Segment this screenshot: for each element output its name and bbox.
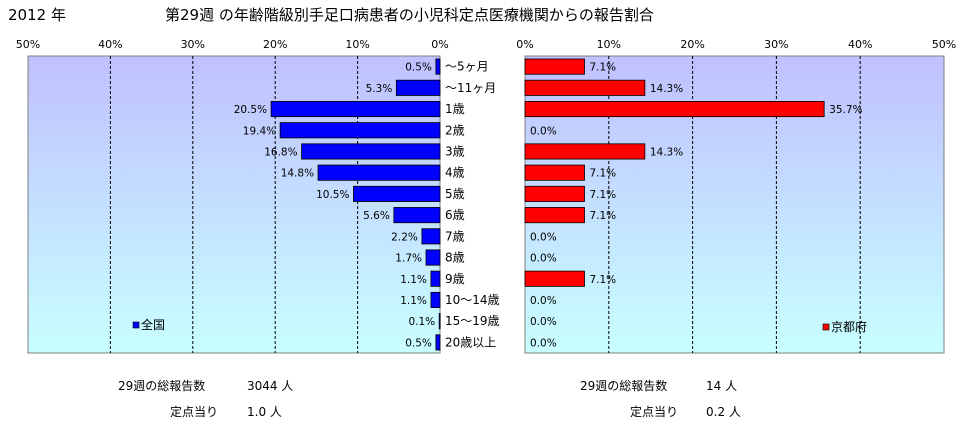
- kyoto-value-label: 0.0%: [530, 295, 557, 307]
- left-tick-label: 20%: [263, 38, 287, 51]
- left-tick-label: 30%: [181, 38, 205, 51]
- right-tick-label: 50%: [932, 38, 956, 51]
- kyoto-value-label: 7.1%: [589, 62, 616, 74]
- kyoto-bar: [524, 207, 585, 224]
- category-label: ～5ヶ月: [445, 60, 489, 74]
- national-bar: [435, 58, 441, 75]
- national-bar: [425, 249, 441, 266]
- category-label: 5歳: [445, 187, 465, 201]
- national-value-label: 19.4%: [243, 125, 276, 137]
- national-bar: [393, 207, 441, 224]
- kyoto-value-label: 7.1%: [589, 189, 616, 201]
- right-tick-label: 0%: [516, 38, 533, 51]
- category-label: 20歳以上: [445, 335, 496, 349]
- national-value-label: 16.8%: [264, 146, 297, 158]
- kyoto-value-label: 0.0%: [530, 337, 557, 349]
- national-bar: [279, 122, 441, 139]
- national-value-label: 14.8%: [281, 168, 314, 180]
- left-tick-label: 10%: [345, 38, 369, 51]
- right-tick-label: 20%: [680, 38, 704, 51]
- kyoto-value-label: 0.0%: [530, 316, 557, 328]
- national-total-label: 29週の総報告数: [118, 379, 206, 393]
- kyoto-per-label: 定点当り: [630, 405, 679, 419]
- national-value-label: 1.1%: [400, 295, 427, 307]
- national-bar: [317, 164, 441, 181]
- national-total-value: 3044 人: [247, 379, 294, 393]
- kyoto-total-value: 14 人: [706, 379, 738, 393]
- kyoto-value-label: 0.0%: [530, 253, 557, 265]
- national-value-label: 0.1%: [408, 316, 435, 328]
- kyoto-per-value: 0.2 人: [706, 405, 741, 419]
- kyoto-legend-label: 京都府: [831, 319, 867, 334]
- kyoto-bar: [524, 143, 646, 160]
- national-value-label: 10.5%: [316, 189, 349, 201]
- national-value-label: 1.1%: [400, 274, 427, 286]
- national-bar: [421, 228, 441, 245]
- national-value-label: 2.2%: [391, 231, 418, 243]
- kyoto-value-label: 35.7%: [829, 104, 862, 116]
- national-bar: [395, 79, 441, 96]
- year-label: 2012 年: [8, 6, 66, 24]
- category-label: 4歳: [445, 166, 465, 180]
- right-plot-area: [524, 55, 945, 354]
- kyoto-value-label: 0.0%: [530, 231, 557, 243]
- kyoto-value-label: 7.1%: [589, 274, 616, 286]
- right-tick-label: 10%: [597, 38, 621, 51]
- kyoto-bar: [524, 270, 585, 287]
- kyoto-total-label: 29週の総報告数: [580, 379, 668, 393]
- national-bar: [270, 100, 441, 118]
- national-bar: [435, 334, 441, 351]
- national-value-label: 0.5%: [405, 337, 432, 349]
- national-value-label: 0.5%: [405, 62, 432, 74]
- national-legend-label: 全国: [141, 317, 165, 332]
- kyoto-value-label: 0.0%: [530, 125, 557, 137]
- kyoto-bar: [524, 58, 585, 75]
- category-label: 1歳: [445, 102, 465, 116]
- kyoto-bar: [524, 164, 585, 181]
- category-label: 7歳: [445, 229, 465, 243]
- national-value-label: 5.6%: [363, 210, 390, 222]
- category-label: 9歳: [445, 272, 465, 286]
- kyoto-legend-swatch: [822, 323, 830, 331]
- kyoto-bar: [524, 100, 825, 118]
- left-plot-area: [27, 55, 441, 354]
- category-label: 10～14歳: [445, 293, 500, 307]
- left-tick-label: 0%: [431, 38, 448, 51]
- kyoto-bar: [524, 185, 585, 202]
- category-label: 15～19歳: [445, 314, 500, 328]
- national-bar: [353, 185, 441, 202]
- right-tick-label: 30%: [764, 38, 788, 51]
- category-label: 3歳: [445, 144, 465, 158]
- national-value-label: 1.7%: [395, 253, 422, 265]
- kyoto-bar: [524, 79, 646, 96]
- national-bar: [301, 143, 441, 160]
- national-bar: [430, 291, 441, 309]
- national-value-label: 20.5%: [234, 104, 267, 116]
- national-per-label: 定点当り: [170, 405, 219, 419]
- national-legend-swatch: [132, 321, 140, 329]
- kyoto-value-label: 7.1%: [589, 210, 616, 222]
- right-tick-label: 40%: [848, 38, 872, 51]
- left-tick-label: 50%: [16, 38, 40, 51]
- category-label: 2歳: [445, 123, 465, 137]
- kyoto-value-label: 14.3%: [650, 83, 683, 95]
- kyoto-value-label: 14.3%: [650, 146, 683, 158]
- national-per-value: 1.0 人: [247, 405, 282, 419]
- chart-title: 第29週 の年齢階級別手足口病患者の小児科定点医療機関からの報告割合: [165, 6, 654, 24]
- national-value-label: 5.3%: [366, 83, 393, 95]
- kyoto-value-label: 7.1%: [589, 168, 616, 180]
- left-tick-label: 40%: [98, 38, 122, 51]
- national-bar: [430, 270, 441, 287]
- category-label: ～11ヶ月: [445, 81, 496, 95]
- category-label: 6歳: [445, 208, 465, 222]
- national-bar: [438, 313, 441, 330]
- category-label: 8歳: [445, 251, 465, 265]
